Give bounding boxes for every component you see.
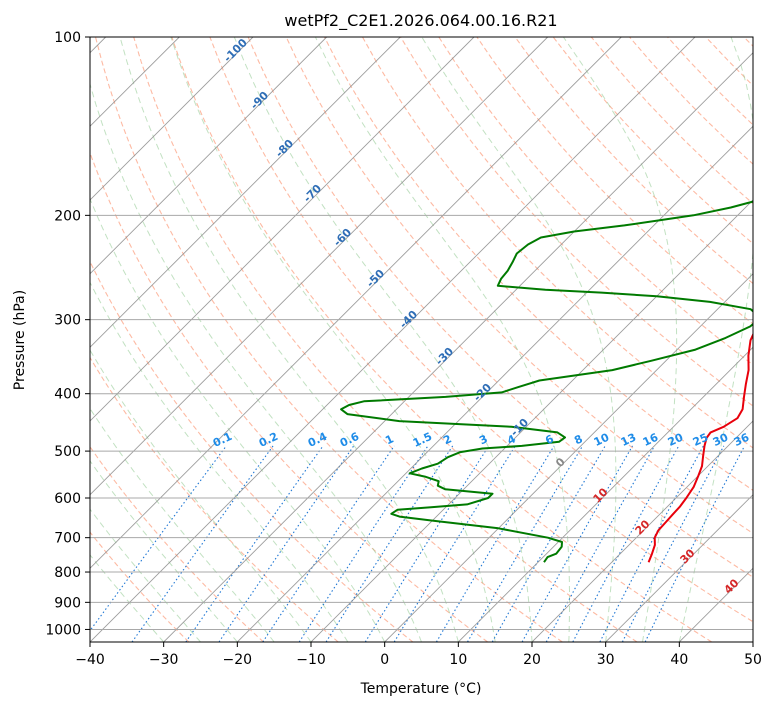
mixing-ratio-line (545, 445, 656, 642)
x-tick-label: 0 (380, 652, 389, 668)
mixing-ratio-line (644, 445, 746, 642)
mixing-ratio-label: 10 (592, 431, 612, 449)
x-tick-label: −30 (149, 652, 179, 668)
isotherm (90, 37, 622, 569)
moist-adiabat (421, 37, 617, 642)
mixing-ratio-label: 36 (732, 431, 752, 449)
moist-adiabat (90, 554, 165, 642)
moist-adiabat (678, 37, 753, 642)
y-tick-label: 200 (54, 208, 81, 224)
mixing-ratio-line (325, 445, 454, 642)
moist-adiabat (90, 508, 201, 642)
y-tick-label: 600 (54, 491, 81, 507)
mixing-ratio-line (467, 445, 584, 642)
mixing-ratio-label: 20 (666, 431, 686, 449)
x-tick-label: 50 (744, 652, 762, 668)
mixing-ratio-line (131, 445, 274, 642)
isotherm (310, 199, 753, 642)
dry-adiabat (90, 531, 190, 642)
dry-adiabat (133, 37, 638, 642)
isotherm (163, 52, 753, 642)
dry-adiabat (90, 356, 339, 642)
moist-adiabat (90, 82, 422, 642)
isotherm (90, 37, 475, 422)
dewpoint-profile (340, 200, 753, 563)
y-tick-label: 300 (54, 313, 81, 329)
moist-adiabat (562, 37, 678, 642)
dry-adiabat (209, 37, 753, 623)
axis-ticks: −40 −30 −20 −10 0 10 20 30 40 50 100 200 300 400 500 60… (45, 30, 762, 668)
x-tick-label: −40 (75, 652, 105, 668)
x-tick-label: −20 (223, 652, 253, 668)
mixing-ratio-label: 13 (619, 431, 638, 449)
isotherm (236, 125, 753, 642)
moist-adiabat (90, 197, 386, 642)
dry-adiabat (285, 37, 753, 535)
y-tick-label: 1000 (45, 622, 81, 638)
mixing-ratio-label: 30 (711, 431, 731, 449)
dry-adiabat (400, 37, 753, 407)
mixing-ratio-label: 16 (641, 431, 661, 449)
series-group (340, 200, 753, 563)
x-tick-label: 30 (597, 652, 615, 668)
moist-adiabat (90, 281, 349, 642)
y-tick-label: 800 (54, 565, 81, 581)
y-tick-label: 500 (54, 444, 81, 460)
moist-adiabat (314, 37, 570, 642)
dry-adiabat (90, 151, 488, 642)
dry-adiabat (247, 37, 753, 578)
isotherm (384, 273, 753, 642)
moist-adiabat (170, 37, 496, 642)
x-tick-label: 40 (670, 652, 688, 668)
dry-adiabat (362, 37, 753, 449)
mixing-ratio-line (218, 445, 355, 642)
chart-title: wetPf2_C2E1.2026.064.00.16.R21 (284, 11, 557, 31)
moist-adiabat (90, 460, 238, 642)
moist-adiabat (90, 407, 275, 642)
isotherm (605, 494, 753, 642)
dry-adiabat (438, 37, 753, 366)
mixing-ratio-line (262, 445, 395, 642)
y-tick-label: 900 (54, 595, 81, 611)
mixing-ratio-label: 25 (691, 431, 710, 449)
isotherm (90, 37, 401, 348)
mixing-ratio-line (185, 445, 324, 642)
isotherm (90, 37, 549, 496)
x-tick-label: −10 (296, 652, 326, 668)
isotherm (531, 420, 753, 642)
isotherm (90, 37, 328, 275)
dry-adiabat (171, 37, 712, 642)
grid (90, 37, 753, 642)
x-tick-label: 10 (449, 652, 467, 668)
dry-adiabat (514, 37, 753, 285)
y-tick-label: 700 (54, 531, 81, 547)
temperature-profile (647, 332, 753, 563)
plot-frame (89, 36, 754, 643)
dry-adiabat (94, 37, 563, 642)
mixing-ratio-line (435, 445, 555, 642)
y-tick-label: 100 (54, 30, 81, 46)
dry-adiabat (90, 445, 264, 642)
isotherm (90, 37, 696, 642)
x-axis-label: Temperature (°C) (360, 681, 482, 697)
y-axis-label: Pressure (hPa) (12, 290, 28, 390)
mixing-ratio-line (521, 445, 633, 642)
mixing-ratio-line (621, 445, 725, 642)
mixing-ratio-line (364, 445, 490, 642)
mixing-ratio-line (298, 445, 429, 642)
isotherm (90, 37, 254, 201)
y-tick-label: 400 (54, 387, 81, 403)
x-tick-label: 20 (523, 652, 541, 668)
